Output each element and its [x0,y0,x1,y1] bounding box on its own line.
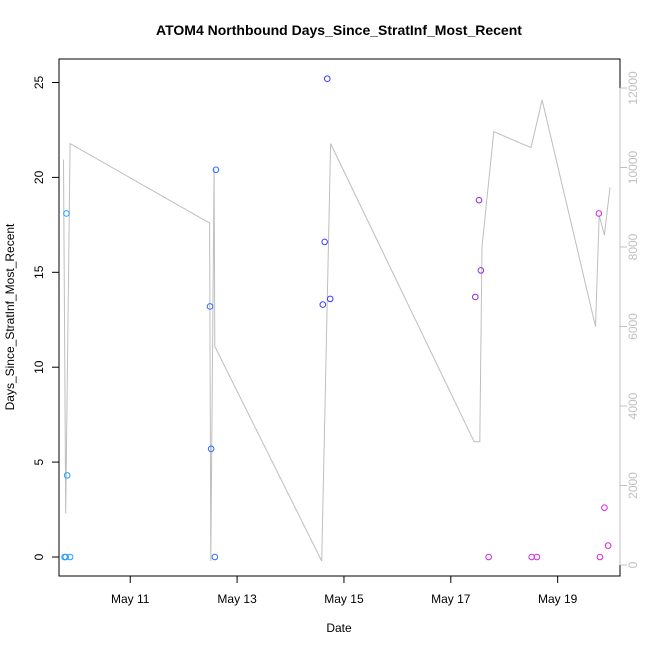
data-point [533,553,541,561]
data-point [604,542,612,549]
chart-title: ATOM4 Northbound Days_Since_StratInf_Mos… [156,22,522,38]
data-point [211,553,219,561]
y2-tick-label: 8000 [626,233,640,260]
x-tick-label: May 19 [538,592,578,606]
data-point [66,553,74,561]
data-point [596,553,604,561]
y2-tick-label: 12000 [626,71,640,105]
y-tick-label: 15 [32,265,46,279]
y-tick-label: 25 [32,76,46,90]
data-point [321,238,328,246]
data-point [326,295,334,303]
y-tick-label: 20 [32,170,46,184]
x-tick-label: May 11 [111,592,150,606]
data-point [207,445,215,453]
data-point [477,267,485,274]
y2-tick-label: 4000 [626,392,640,419]
data-point [206,303,214,310]
y2-tick-label: 10000 [626,150,640,184]
data-point [62,553,69,561]
data-point [601,504,608,511]
x-tick-label: May 17 [431,592,471,606]
series-points [61,75,612,561]
data-point [485,553,492,561]
y2-tick-label: 6000 [626,313,640,340]
x-axis-label: Date [326,621,352,635]
y-tick-label: 10 [32,360,46,374]
data-point [319,301,327,308]
plot-frame [58,58,621,577]
y2-tick-label: 2000 [626,472,640,499]
y-axis-left: 0 5 10 15 20 25 [32,76,60,560]
data-point [475,196,483,204]
data-point [323,75,331,83]
data-point [212,166,220,174]
series-line [63,99,611,562]
y-tick-label: 0 [32,553,46,560]
x-tick-label: May 13 [217,592,257,606]
x-axis: May 11 May 13 May 15 May 17 May 19 [111,575,578,606]
y2-tick-label: 0 [626,561,640,568]
data-point [595,210,603,217]
x-tick-label: May 15 [324,592,364,606]
y-axis-right: 0 2000 4000 6000 8000 10000 12000 [619,71,640,568]
data-point [471,293,479,301]
data-point [63,472,71,479]
data-point [63,210,70,217]
y-axis-label: Days_Since_StratInf_Most_Recent [3,223,17,410]
y-tick-label: 5 [32,458,46,465]
